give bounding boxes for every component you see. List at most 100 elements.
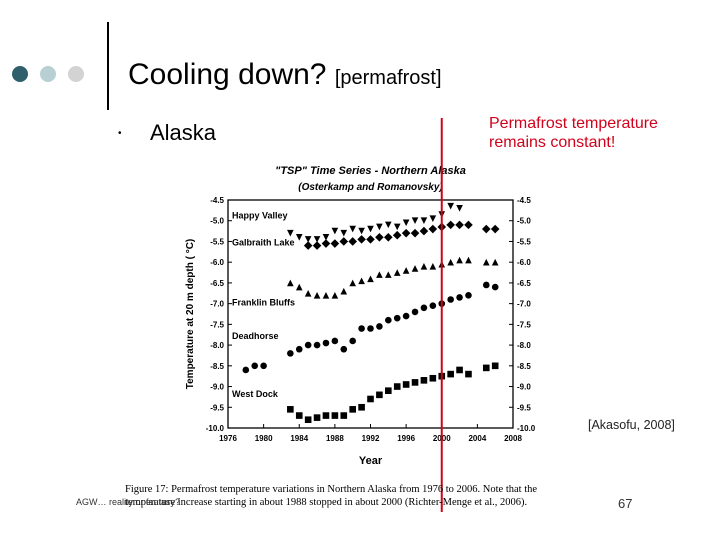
citation: [Akasofu, 2008] — [588, 418, 675, 432]
data-point-galbraith-lake — [357, 235, 366, 244]
red-note-line1: Permafrost temperature — [489, 115, 658, 132]
y-tick-label: -10.0 — [206, 424, 225, 433]
data-point-happy-valley — [295, 234, 303, 241]
data-point-galbraith-lake — [481, 224, 491, 234]
red-note: Permafrost temperature remains constant! — [489, 114, 709, 152]
data-point-deadhorse — [376, 323, 383, 330]
x-tick-label: 1996 — [397, 434, 415, 443]
data-point-franklin-bluffs — [420, 263, 428, 270]
data-point-happy-valley — [447, 202, 454, 210]
page-number: 67 — [618, 496, 633, 511]
y-tick-label-right: -4.5 — [517, 196, 531, 205]
data-point-franklin-bluffs — [456, 256, 463, 264]
data-point-west-dock — [456, 366, 463, 374]
data-point-west-dock — [322, 412, 330, 419]
data-point-franklin-bluffs — [402, 267, 410, 274]
data-point-franklin-bluffs — [385, 271, 392, 278]
data-point-happy-valley — [456, 204, 463, 212]
x-tick-label: 1992 — [362, 434, 380, 443]
data-point-west-dock — [465, 370, 472, 378]
series-label-deadhorse: Deadhorse — [232, 331, 279, 341]
data-point-happy-valley — [367, 225, 374, 233]
chart-frame: "TSP" Time Series - Northern Alaska (Oste… — [185, 165, 536, 467]
data-point-deadhorse — [260, 362, 267, 370]
data-point-deadhorse — [491, 283, 499, 291]
red-note-line2: remains constant! — [489, 134, 616, 151]
data-point-deadhorse — [420, 304, 428, 312]
data-point-deadhorse — [465, 292, 472, 299]
data-point-happy-valley — [322, 234, 330, 241]
data-point-happy-valley — [385, 221, 392, 229]
data-point-west-dock — [491, 362, 499, 370]
data-point-galbraith-lake — [410, 228, 420, 238]
y-tick-label: -8.0 — [210, 341, 224, 350]
y-tick-label: -6.0 — [210, 258, 224, 267]
x-tick-label: 1980 — [255, 434, 273, 443]
y-tick-label: -4.5 — [210, 196, 224, 205]
data-point-deadhorse — [295, 345, 303, 353]
data-point-franklin-bluffs — [331, 292, 339, 299]
data-point-galbraith-lake — [303, 241, 313, 250]
slide-title-sub: [permafrost] — [334, 67, 442, 89]
title-divider — [107, 22, 109, 110]
y-tick-label-right: -8.0 — [517, 341, 531, 350]
y-tick-label-right: -5.5 — [517, 237, 531, 246]
slide-title: Cooling down? [permafrost] — [128, 58, 442, 92]
y-tick-label: -8.5 — [210, 362, 224, 371]
x-tick-label: 2004 — [468, 434, 486, 443]
data-point-galbraith-lake — [384, 233, 393, 242]
data-point-deadhorse — [402, 312, 410, 320]
data-point-deadhorse — [482, 281, 490, 289]
y-tick-label: -9.0 — [210, 383, 224, 392]
data-point-happy-valley — [331, 227, 339, 235]
data-point-galbraith-lake — [446, 220, 455, 230]
data-point-galbraith-lake — [375, 233, 384, 242]
data-point-west-dock — [367, 395, 374, 403]
data-point-happy-valley — [313, 236, 321, 243]
data-point-west-dock — [340, 412, 348, 419]
data-point-galbraith-lake — [366, 235, 375, 244]
y-tick-label: -5.5 — [210, 237, 224, 246]
y-tick-label-right: -9.0 — [517, 383, 531, 392]
data-point-galbraith-lake — [419, 226, 429, 236]
data-point-deadhorse — [429, 302, 437, 310]
data-point-franklin-bluffs — [393, 269, 401, 276]
data-point-west-dock — [358, 403, 365, 411]
data-point-franklin-bluffs — [491, 258, 499, 266]
data-point-happy-valley — [358, 227, 365, 235]
data-point-franklin-bluffs — [447, 258, 454, 266]
data-point-west-dock — [295, 412, 303, 419]
data-point-happy-valley — [393, 223, 401, 231]
data-point-galbraith-lake — [392, 230, 402, 240]
data-point-galbraith-lake — [348, 237, 357, 246]
x-axis-label: Year — [359, 455, 383, 467]
bullet-text: Alaska — [150, 120, 217, 145]
data-point-deadhorse — [358, 325, 365, 332]
data-point-west-dock — [393, 383, 401, 390]
y-axis-label: Temperature at 20 m depth ( °C) — [185, 239, 196, 390]
footer-text: AGW… reality or fantasy? — [76, 497, 181, 507]
data-point-west-dock — [313, 414, 321, 421]
data-point-franklin-bluffs — [465, 256, 472, 264]
data-point-franklin-bluffs — [304, 289, 312, 297]
y-tick-label-right: -7.5 — [517, 320, 531, 329]
y-tick-label: -5.0 — [210, 217, 224, 226]
data-point-west-dock — [429, 374, 437, 382]
data-point-franklin-bluffs — [313, 292, 321, 299]
data-point-franklin-bluffs — [358, 277, 365, 285]
data-point-west-dock — [376, 391, 383, 399]
series-label-happy-valley: Happy Valley — [232, 211, 288, 221]
chart-marks: Happy Valley Galbraith Lake Franklin Bluff… — [232, 118, 500, 512]
y-tick-label-right: -7.0 — [517, 300, 531, 309]
y-tick-label-right: -9.5 — [517, 403, 531, 412]
data-point-galbraith-lake — [428, 224, 438, 234]
y-tick-label: -6.5 — [210, 279, 224, 288]
data-point-galbraith-lake — [321, 239, 331, 248]
x-tick-label: 1976 — [219, 434, 237, 443]
data-point-west-dock — [420, 377, 428, 384]
y-tick-label: -7.5 — [210, 320, 224, 329]
data-point-happy-valley — [349, 225, 356, 233]
y-tick-label-right: -10.0 — [517, 424, 536, 433]
data-point-west-dock — [287, 406, 294, 413]
